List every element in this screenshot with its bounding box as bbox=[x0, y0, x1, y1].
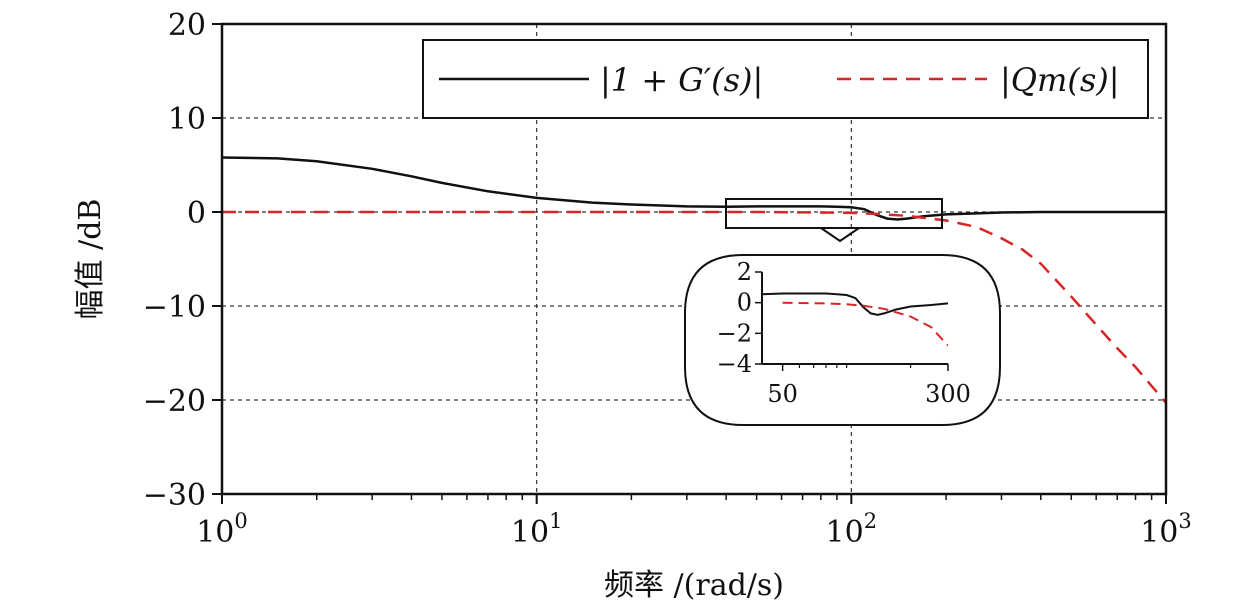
inset-series-line-2 bbox=[782, 301, 948, 347]
legend-label-series-2: |Qm(s)| bbox=[1000, 61, 1120, 99]
inset-series-line-1 bbox=[762, 292, 948, 316]
y-tick-label: −20 bbox=[143, 384, 206, 419]
inset-x-tick-label: 50 bbox=[767, 380, 798, 408]
inset-plot: 2 0−2 −4 50 300 bbox=[717, 258, 971, 408]
series-line-2 bbox=[222, 210, 1167, 404]
main-series-group bbox=[221, 156, 1167, 404]
y-tick-label: −30 bbox=[143, 478, 206, 513]
plot-frame bbox=[220, 22, 1168, 496]
x-tick-label: 103 bbox=[1140, 509, 1192, 550]
inset-y-tick-label: −4 bbox=[717, 350, 752, 378]
inset-y-tick-label: 0 bbox=[737, 289, 752, 317]
x-axis-label: 频率 /(rad/s) bbox=[604, 568, 784, 603]
x-tick-label: 102 bbox=[826, 509, 878, 550]
y-tick-label: 10 bbox=[168, 102, 206, 137]
x-tick-label: 101 bbox=[511, 509, 563, 550]
y-tick-label: 20 bbox=[168, 8, 206, 43]
inset-x-tick-label: 300 bbox=[925, 380, 971, 408]
x-tick-label: 100 bbox=[196, 509, 248, 550]
series-line-1 bbox=[221, 156, 1166, 221]
inset-y-tick-label: −2 bbox=[717, 319, 752, 347]
inset-series-group bbox=[762, 292, 948, 347]
legend-label-series-1: |1 + G′(s)| bbox=[600, 61, 763, 99]
callout-pointer bbox=[820, 227, 860, 243]
legend: |1 + G′(s)| |Qm(s)| bbox=[422, 39, 1149, 119]
inset-panel-frame bbox=[684, 254, 1001, 426]
y-tick-label: 0 bbox=[187, 196, 206, 231]
y-axis-label: 幅值 /dB bbox=[73, 199, 108, 320]
inset-y-tick-label: 2 bbox=[737, 258, 752, 286]
zoom-box bbox=[725, 198, 943, 229]
zoom-callout bbox=[684, 198, 1001, 426]
y-tick-label: −10 bbox=[143, 290, 206, 325]
